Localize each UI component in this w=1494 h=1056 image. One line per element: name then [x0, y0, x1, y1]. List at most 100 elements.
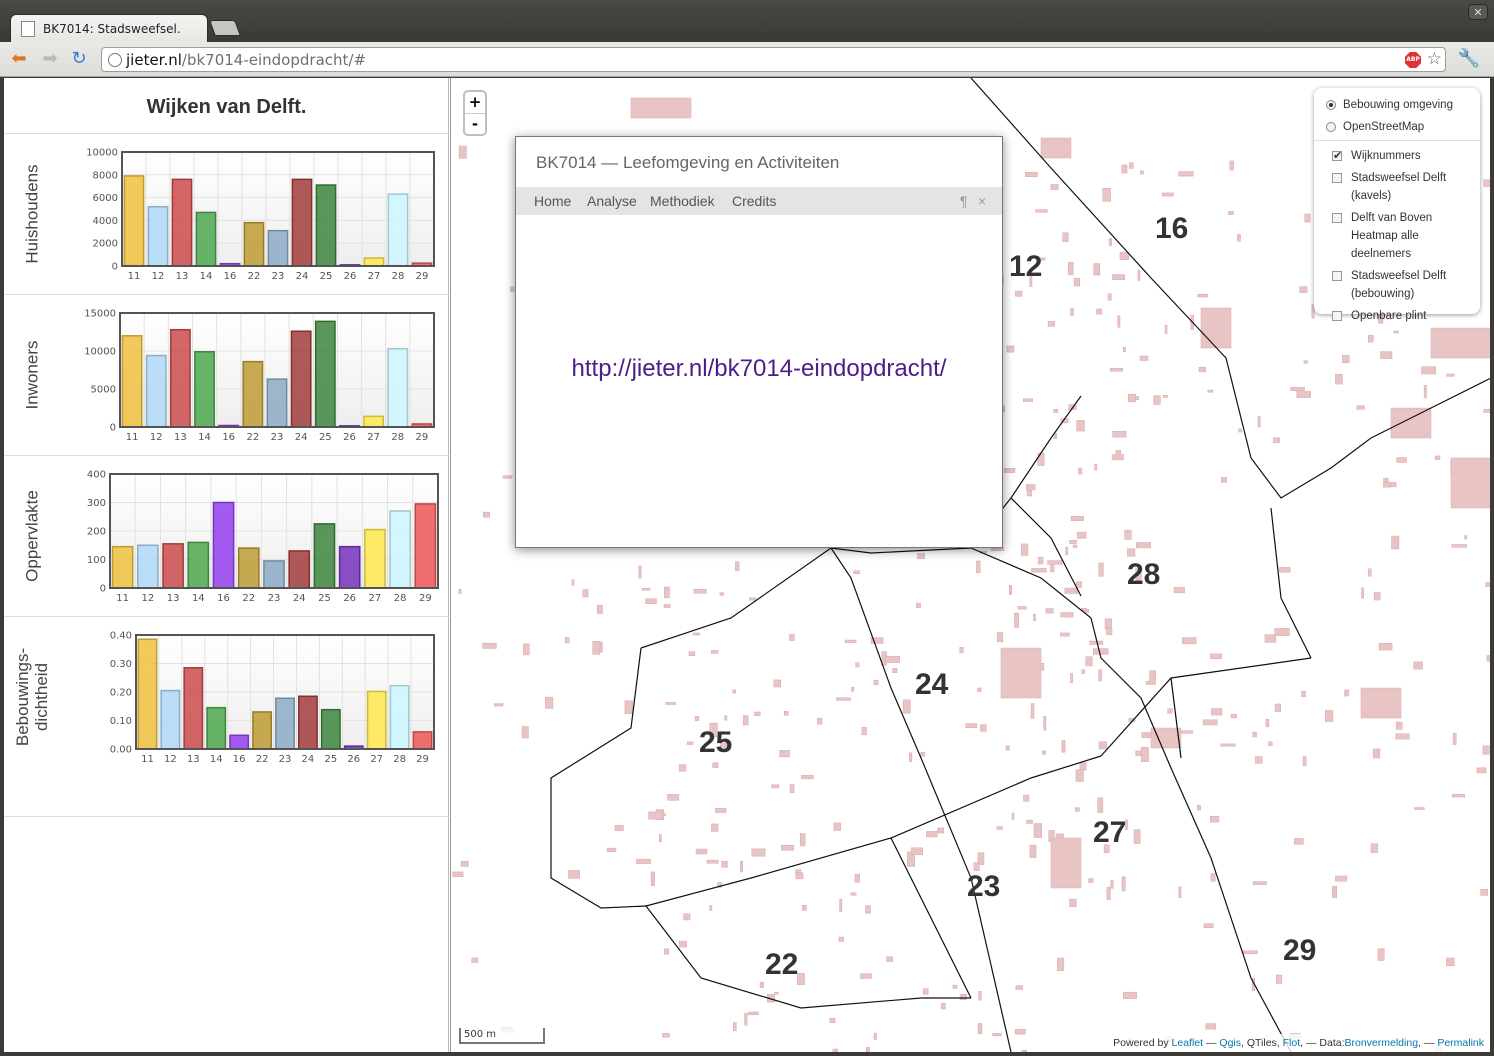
x-tick-label: 16	[217, 593, 230, 604]
bar[interactable]	[298, 695, 318, 750]
nav-analyse[interactable]: Analyse	[587, 193, 637, 209]
overlay-heatmap[interactable]: Delft van Boven Heatmap alle deelnemers	[1320, 209, 1474, 263]
qgis-link[interactable]: Qgis	[1219, 1037, 1241, 1049]
chart-huishoudens: 0 2000 4000 6000 8000 10000 11 12 13 14 16 22 23 24 25…	[86, 148, 435, 282]
nav-methodiek[interactable]: Methodiek	[650, 193, 715, 209]
bar[interactable]	[121, 335, 143, 428]
bar[interactable]	[366, 690, 387, 750]
y-tick-label: 8000	[93, 170, 118, 181]
bar[interactable]	[145, 354, 167, 428]
base-layer-bebouwing[interactable]: Bebouwing omgeving	[1320, 96, 1474, 114]
nav-credits[interactable]: Credits	[732, 193, 777, 209]
x-tick-label: 29	[416, 432, 429, 443]
x-tick-label: 11	[126, 432, 139, 443]
bar[interactable]	[195, 211, 217, 267]
adblock-icon[interactable]: ABP	[1405, 52, 1421, 68]
bar[interactable]	[171, 178, 193, 267]
bar[interactable]	[263, 560, 285, 589]
bar[interactable]	[187, 541, 210, 589]
close-icon[interactable]: ×	[978, 193, 987, 209]
bar[interactable]	[320, 708, 341, 750]
zoom-in-button[interactable]: +	[468, 93, 482, 111]
bar[interactable]	[267, 229, 289, 267]
permalink-link[interactable]: Permalink	[1437, 1037, 1484, 1049]
bar[interactable]	[137, 638, 158, 750]
bar[interactable]	[288, 550, 311, 589]
window-close-button[interactable]: ✕	[1468, 4, 1488, 20]
tab-title: BK7014: Stadsweefsel.	[43, 21, 181, 36]
bronvermelding-link[interactable]: Bronvermelding	[1344, 1037, 1419, 1049]
bar[interactable]	[389, 510, 411, 589]
bar[interactable]	[314, 320, 336, 428]
browser-tab[interactable]: BK7014: Stadsweefsel.	[10, 14, 208, 42]
x-tick-label: 27	[368, 271, 381, 282]
bar[interactable]	[252, 711, 272, 750]
bar[interactable]	[313, 523, 336, 589]
bar[interactable]	[290, 330, 312, 428]
attribution: Powered by Leaflet — Qgis, QTiles, Flot,…	[1107, 1034, 1490, 1052]
bar[interactable]	[389, 684, 410, 750]
bar[interactable]	[137, 544, 159, 589]
overlay-wijknummers[interactable]: ✔ Wijknummers	[1320, 147, 1474, 165]
leaflet-link[interactable]: Leaflet	[1171, 1037, 1204, 1049]
pilcrow-icon[interactable]: ¶	[960, 193, 968, 209]
bar[interactable]	[162, 543, 184, 589]
checkbox[interactable]	[1332, 213, 1342, 223]
bar[interactable]	[169, 328, 191, 428]
forward-button[interactable]: ➡	[42, 48, 58, 69]
x-tick-label: 25	[324, 754, 337, 765]
bar[interactable]	[414, 503, 437, 589]
bar[interactable]	[243, 221, 265, 267]
base-layer-osm[interactable]: OpenStreetMap	[1320, 118, 1474, 136]
bar[interactable]	[111, 545, 134, 589]
overlay-stadsweefsel-bebouwing[interactable]: Stadsweefsel Delft (bebouwing)	[1320, 267, 1474, 303]
checkbox[interactable]	[1332, 311, 1342, 321]
zoom-out-button[interactable]: -	[465, 113, 485, 134]
bar[interactable]	[275, 697, 295, 750]
bar[interactable]	[123, 175, 145, 267]
checkbox[interactable]	[1332, 271, 1342, 281]
overlay-openbare-plint[interactable]: Openbare plint	[1320, 307, 1474, 325]
bar[interactable]	[266, 378, 288, 428]
wijk-label: 23	[967, 870, 1001, 903]
bar[interactable]	[160, 689, 181, 750]
chart-section-huishoudens: Huishoudens 0 2000 4000 6000 8000 10000 11 12 13…	[4, 133, 449, 294]
bar[interactable]	[315, 184, 337, 267]
bookmark-star-icon[interactable]: ☆	[1426, 49, 1442, 69]
x-tick-label: 25	[318, 593, 331, 604]
reload-button[interactable]: ↻	[71, 48, 87, 69]
bar[interactable]	[364, 528, 386, 589]
bar[interactable]	[206, 706, 227, 750]
new-tab-button[interactable]	[209, 20, 241, 36]
site-link[interactable]: http://jieter.nl/bk7014-eindopdracht/	[571, 355, 947, 382]
bar[interactable]	[412, 731, 433, 750]
map[interactable]: 12 16 28 24 25 27 23 22 29 + - Bebouwing…	[450, 78, 1490, 1052]
bar[interactable]	[387, 193, 409, 267]
address-bar[interactable]: jieter.nl/bk7014-eindopdracht/# ABP ☆	[101, 47, 1446, 72]
bar[interactable]	[212, 501, 235, 589]
radio-button[interactable]	[1326, 122, 1336, 132]
flot-link[interactable]: Flot	[1282, 1037, 1301, 1049]
bar[interactable]	[291, 178, 313, 267]
bar[interactable]	[229, 734, 250, 750]
bar[interactable]	[338, 545, 361, 589]
overlay-stadsweefsel-kavels[interactable]: Stadsweefsel Delft (kavels)	[1320, 169, 1474, 205]
bar[interactable]	[237, 547, 260, 589]
checkbox[interactable]	[1332, 173, 1342, 183]
bar[interactable]	[363, 415, 385, 428]
layer-label: Delft van Boven Heatmap alle deelnemers	[1351, 212, 1433, 260]
attribution-text: , — Data:	[1300, 1037, 1345, 1049]
checkbox[interactable]: ✔	[1332, 150, 1343, 162]
wrench-menu-icon[interactable]: 🔧	[1457, 48, 1480, 69]
back-button[interactable]: ⬅	[11, 48, 27, 69]
radio-button[interactable]	[1326, 100, 1336, 110]
x-tick-label: 14	[192, 593, 205, 604]
bar[interactable]	[147, 205, 169, 267]
nav-home[interactable]: Home	[534, 193, 572, 209]
bar[interactable]	[363, 257, 385, 267]
bar[interactable]	[242, 360, 264, 428]
bar[interactable]	[183, 667, 204, 750]
x-tick-label: 28	[392, 271, 405, 282]
bar[interactable]	[387, 347, 409, 428]
bar[interactable]	[194, 351, 215, 428]
